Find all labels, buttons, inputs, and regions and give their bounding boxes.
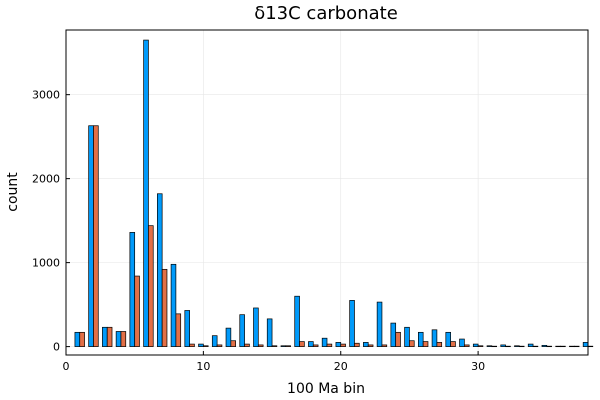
bar-series-1	[253, 307, 259, 347]
bar-series-1	[363, 342, 369, 347]
bar-series-2	[106, 326, 113, 347]
bar-series-2	[395, 331, 401, 347]
bar-series-2	[161, 268, 168, 347]
x-tick-label: 10	[196, 360, 210, 373]
bar-series-1	[170, 263, 177, 347]
y-axis-label: count	[5, 172, 21, 212]
bar-series-2	[560, 345, 566, 348]
bar-series-1	[418, 331, 424, 347]
bar-series-2	[340, 343, 346, 347]
bar-series-2	[505, 345, 511, 348]
bar-series-2	[79, 331, 85, 347]
bar-series-1	[239, 314, 245, 347]
bar-series-2	[381, 344, 388, 347]
bar-series-2	[573, 345, 580, 348]
bar-series-2	[491, 345, 497, 348]
bar-series-2	[216, 344, 223, 347]
bar-series-2	[326, 343, 333, 347]
bar-series-2	[230, 340, 236, 347]
x-tick-label: 30	[471, 360, 485, 373]
bar-series-1	[445, 331, 451, 347]
y-tick-label: 3000	[32, 89, 60, 102]
bar-series-1	[157, 193, 163, 347]
bar-series-2	[587, 345, 594, 348]
bar-series-1	[102, 326, 108, 347]
x-tick-label: 20	[334, 360, 348, 373]
bar-series-2	[285, 345, 291, 347]
bar-series-1	[335, 342, 342, 347]
bar-series-2	[436, 342, 443, 347]
ticks: 0 10 20 30 0 1000 2000 3000	[32, 89, 485, 373]
bar-series-2	[354, 342, 360, 347]
bars	[74, 39, 594, 348]
bar-series-1	[500, 344, 506, 347]
bar-series-2	[299, 341, 305, 347]
bar-series-1	[459, 338, 465, 347]
plot-frame	[65, 29, 589, 356]
bar-series-2	[175, 313, 182, 347]
bar-series-2	[312, 344, 319, 347]
y-tick-label: 2000	[32, 173, 60, 186]
bar-series-1	[472, 343, 479, 347]
bar-series-1	[555, 345, 561, 348]
bar-series-2	[120, 331, 127, 347]
bar-series-1	[74, 331, 81, 347]
bar-series-2	[271, 345, 278, 347]
bar-series-1	[527, 343, 534, 347]
bar-series-2	[189, 343, 195, 347]
y-tick-label: 0	[53, 341, 60, 354]
bar-series-1	[294, 295, 300, 347]
bar-series-1	[280, 345, 287, 347]
bar-series-2	[518, 345, 525, 348]
bar-series-2	[422, 341, 429, 347]
bar-series-2	[409, 340, 415, 347]
bar-series-1	[129, 232, 136, 347]
bar-series-2	[244, 343, 250, 347]
bar-series-2	[134, 275, 140, 347]
bar-series-2	[532, 345, 539, 348]
bar-series-1	[198, 343, 204, 347]
chart-title: δ13C carbonate	[254, 3, 398, 24]
bar-series-1	[431, 329, 438, 347]
bar-series-1	[582, 342, 589, 347]
bar-series-2	[464, 344, 470, 347]
bar-series-1	[541, 344, 548, 347]
bar-series-2	[546, 345, 552, 348]
bar-series-1	[404, 326, 410, 347]
bar-series-1	[514, 345, 520, 347]
bar-series-1	[486, 345, 493, 347]
bar-series-2	[450, 341, 456, 347]
bar-series-1	[225, 327, 232, 347]
bar-series-1	[143, 39, 149, 347]
x-tick-label: 0	[63, 360, 70, 373]
bar-series-1	[376, 301, 383, 347]
bar-series-1	[321, 337, 328, 347]
bar-series-1	[115, 331, 122, 347]
bar-series-1	[349, 300, 355, 347]
x-axis-label: 100 Ma bin	[287, 381, 365, 397]
bar-series-1	[569, 345, 575, 348]
y-tick-label: 1000	[32, 257, 60, 270]
bar-series-2	[257, 344, 264, 347]
bar-series-1	[184, 310, 190, 347]
bar-series-1	[308, 341, 314, 347]
bar-series-2	[367, 344, 374, 347]
bar-series-2	[148, 225, 154, 347]
bar-series-1	[88, 125, 94, 347]
bar-series-1	[211, 335, 218, 347]
bar-series-2	[93, 125, 99, 347]
bar-series-2	[203, 345, 209, 347]
bar-series-2	[477, 345, 484, 347]
bar-series-1	[266, 318, 273, 347]
bar-series-1	[390, 322, 397, 347]
